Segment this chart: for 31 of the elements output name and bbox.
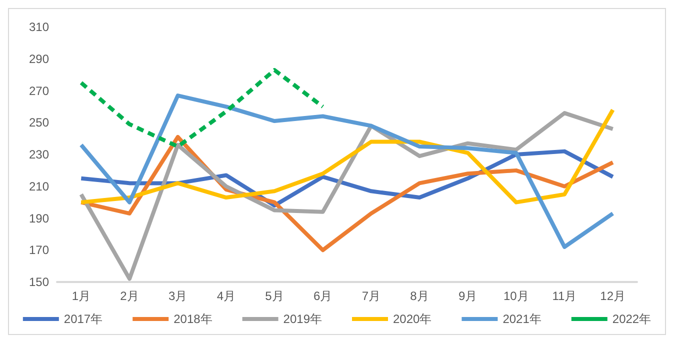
x-tick-label: 1月 bbox=[72, 289, 91, 303]
legend-label: 2021年 bbox=[502, 312, 542, 326]
y-tick-label: 190 bbox=[28, 211, 50, 226]
x-tick-label: 11月 bbox=[552, 289, 577, 303]
x-tick-label: 6月 bbox=[313, 289, 332, 303]
y-tick-label: 230 bbox=[28, 148, 50, 162]
x-tick-label: 2月 bbox=[120, 289, 139, 303]
y-tick-label: 150 bbox=[28, 275, 50, 289]
legend-label: 2019年 bbox=[283, 312, 322, 326]
x-tick-label: 3月 bbox=[168, 289, 188, 303]
y-tick-label: 210 bbox=[28, 179, 50, 194]
legend-label: 2018年 bbox=[174, 312, 212, 326]
y-tick-label: 290 bbox=[28, 52, 50, 66]
y-tick-label: 270 bbox=[28, 84, 50, 98]
line-series bbox=[79, 108, 615, 204]
x-tick-label: 12月 bbox=[600, 289, 626, 303]
line-series bbox=[79, 68, 325, 149]
x-tick-label: 10月 bbox=[503, 289, 529, 303]
y-tick-label: 250 bbox=[28, 116, 50, 130]
x-tick-label: 4月 bbox=[216, 289, 236, 303]
x-tick-label: 7月 bbox=[362, 289, 381, 303]
x-tick-label: 8月 bbox=[410, 289, 429, 303]
y-tick-label: 310 bbox=[28, 20, 50, 34]
line-series bbox=[79, 111, 615, 281]
legend-label: 2022年 bbox=[612, 312, 652, 326]
legend-label: 2020年 bbox=[393, 312, 432, 326]
y-tick-label: 170 bbox=[28, 243, 50, 258]
legend-label: 2017年 bbox=[64, 312, 103, 326]
x-tick-label: 9月 bbox=[458, 289, 478, 303]
line-series bbox=[79, 94, 615, 249]
x-tick-label: 5月 bbox=[265, 289, 284, 303]
